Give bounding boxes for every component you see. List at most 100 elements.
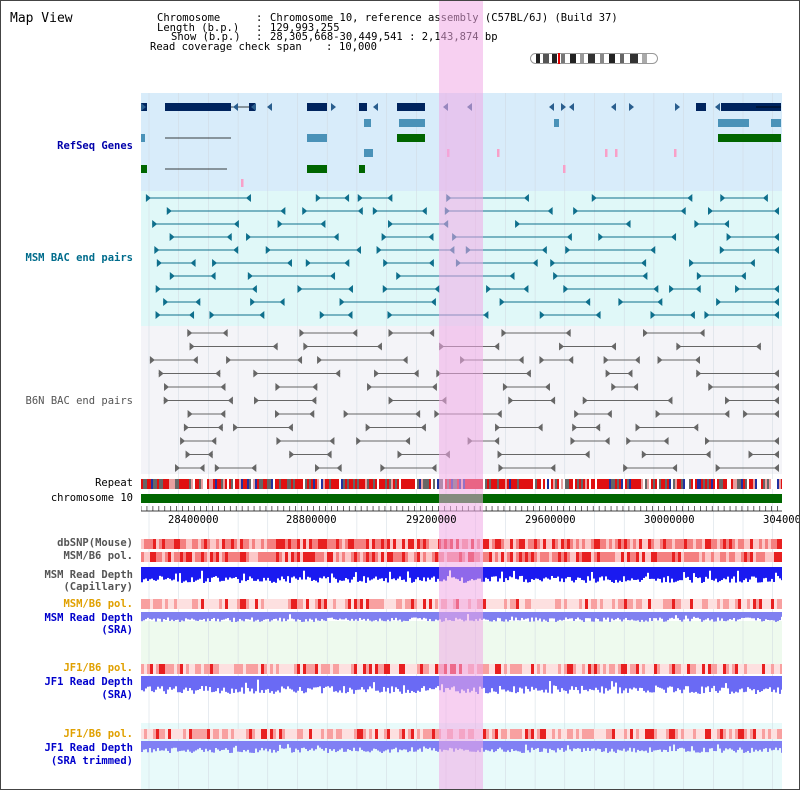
heat-cell bbox=[342, 599, 345, 609]
heat-cell bbox=[282, 599, 285, 609]
repeat-segment bbox=[711, 479, 713, 489]
strand-arrow bbox=[635, 423, 641, 432]
heat-cell bbox=[240, 552, 243, 562]
depth-bar bbox=[197, 567, 199, 580]
heat-cell bbox=[348, 729, 351, 739]
chromosome-ideogram[interactable] bbox=[530, 53, 658, 64]
heat-cell bbox=[669, 599, 672, 609]
strand-arrow bbox=[251, 285, 257, 293]
heat-cell bbox=[396, 539, 399, 549]
heat-cell bbox=[150, 599, 153, 609]
depth-bar bbox=[717, 676, 719, 693]
heat-cell bbox=[528, 599, 531, 609]
depth-bar bbox=[349, 567, 351, 583]
heat-cell bbox=[384, 599, 387, 609]
heat-cell bbox=[543, 599, 546, 609]
depth-bar bbox=[279, 612, 281, 618]
selected-region-highlight[interactable] bbox=[439, 1, 483, 789]
heat-cell bbox=[528, 664, 531, 674]
heat-cell bbox=[561, 539, 564, 549]
heat-cell bbox=[390, 729, 393, 739]
depth-bar bbox=[333, 612, 335, 620]
heat-cell bbox=[330, 552, 333, 562]
strand-arrow bbox=[279, 298, 285, 306]
depth-bar bbox=[279, 741, 281, 745]
depth-bar bbox=[391, 741, 393, 750]
depth-bar bbox=[507, 567, 509, 581]
depth-bar bbox=[751, 741, 753, 748]
depth-bar bbox=[359, 567, 361, 581]
repeat-segment bbox=[367, 479, 369, 489]
strand-arrow bbox=[355, 246, 361, 254]
strand-arrow bbox=[187, 329, 193, 337]
depth-bar bbox=[213, 612, 215, 618]
repeat-segment bbox=[639, 479, 641, 489]
depth-bar bbox=[217, 567, 219, 578]
heat-cell bbox=[753, 539, 756, 549]
depth-bar bbox=[165, 612, 167, 620]
depth-bar bbox=[337, 567, 339, 583]
repeat-segment bbox=[271, 479, 273, 489]
track-panel[interactable] bbox=[141, 1, 782, 789]
depth-bar bbox=[343, 676, 345, 687]
depth-bar bbox=[707, 741, 709, 753]
heat-cell bbox=[612, 539, 615, 549]
depth-bar bbox=[247, 612, 249, 620]
heat-cell bbox=[585, 729, 588, 739]
depth-bar bbox=[161, 567, 163, 577]
depth-bar bbox=[633, 741, 635, 749]
depth-bar bbox=[733, 567, 735, 577]
heat-cell bbox=[279, 552, 282, 562]
heat-cell bbox=[591, 664, 594, 674]
heat-cell bbox=[390, 664, 393, 674]
depth-bar bbox=[169, 676, 171, 688]
depth-bar bbox=[367, 741, 369, 752]
heat-cell bbox=[525, 729, 528, 739]
heat-cell bbox=[771, 552, 774, 562]
depth-bar bbox=[379, 612, 381, 619]
depth-bar bbox=[213, 741, 215, 753]
depth-bar bbox=[305, 612, 307, 620]
strand-arrow bbox=[428, 233, 434, 241]
repeat-segment bbox=[393, 479, 395, 489]
heat-cell bbox=[717, 539, 720, 549]
heat-cell bbox=[312, 729, 315, 739]
depth-bar bbox=[363, 612, 365, 619]
depth-bar bbox=[765, 676, 767, 689]
heat-cell bbox=[261, 599, 264, 609]
strand-arrow bbox=[302, 207, 308, 215]
heat-cell bbox=[180, 664, 183, 674]
heat-cell bbox=[672, 539, 675, 549]
depth-bar bbox=[141, 612, 143, 622]
heat-cell bbox=[429, 539, 432, 549]
strand-arrow bbox=[431, 383, 437, 391]
depth-bar bbox=[521, 612, 523, 618]
depth-bar bbox=[713, 741, 715, 751]
depth-bar bbox=[285, 741, 287, 749]
heat-cell bbox=[777, 664, 780, 674]
depth-bar bbox=[595, 612, 597, 619]
depth-bar bbox=[519, 741, 521, 752]
repeat-segment bbox=[229, 479, 231, 489]
depth-bar bbox=[285, 612, 287, 622]
depth-bar bbox=[781, 567, 782, 581]
depth-bar bbox=[571, 676, 573, 687]
repeat-segment bbox=[549, 479, 551, 489]
heat-cell bbox=[687, 729, 690, 739]
depth-bar bbox=[677, 741, 679, 749]
heat-cell bbox=[273, 552, 276, 562]
heat-cell bbox=[150, 664, 153, 674]
depth-bar bbox=[733, 676, 735, 694]
depth-bar bbox=[343, 567, 345, 581]
heat-cell bbox=[549, 729, 552, 739]
heat-cell bbox=[759, 599, 762, 609]
depth-bar bbox=[341, 567, 343, 581]
repeat-segment bbox=[435, 479, 437, 489]
depth-bar bbox=[543, 612, 545, 620]
heat-cell bbox=[417, 552, 420, 562]
heat-cell bbox=[297, 729, 300, 739]
depth-bar bbox=[707, 676, 709, 687]
strand-arrow bbox=[585, 298, 591, 306]
strand-arrow bbox=[743, 410, 749, 418]
depth-bar bbox=[529, 676, 531, 692]
